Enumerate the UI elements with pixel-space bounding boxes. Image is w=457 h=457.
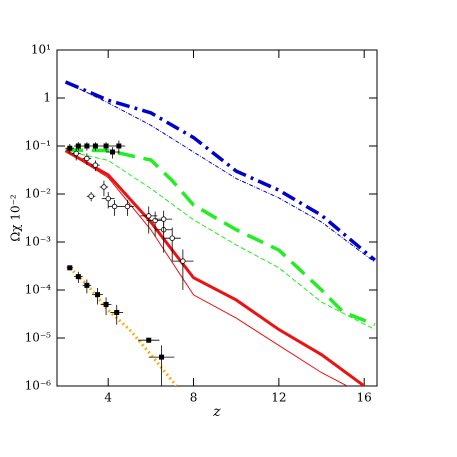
- x-tick-label: 4: [104, 391, 112, 405]
- point: [169, 235, 175, 241]
- y-tick-label: 10¹: [31, 43, 51, 57]
- point: [101, 184, 107, 190]
- point: [84, 155, 90, 162]
- y-tick-label: 10⁻⁶: [25, 379, 52, 393]
- point: [124, 203, 131, 210]
- point: [114, 309, 120, 315]
- line: [68, 266, 178, 386]
- point: [92, 162, 99, 168]
- x-axis-label: z: [212, 404, 221, 420]
- point: [103, 143, 109, 149]
- point: [73, 150, 79, 157]
- point: [146, 337, 152, 343]
- y-tick-label: 10⁻²: [25, 187, 52, 201]
- point: [109, 149, 115, 155]
- point: [67, 145, 73, 151]
- point: [75, 143, 81, 149]
- point: [67, 265, 73, 271]
- point: [92, 143, 98, 149]
- plot-frame: [56, 49, 378, 387]
- x-tick-label: 8: [190, 391, 198, 405]
- point: [180, 258, 186, 264]
- point: [84, 143, 90, 149]
- line: [65, 150, 376, 330]
- line: [65, 150, 348, 386]
- point: [159, 354, 165, 360]
- x-tick-label: 16: [357, 391, 372, 405]
- line: [64, 149, 366, 386]
- point: [88, 193, 94, 199]
- point: [84, 282, 90, 288]
- y-axis-label: Ωχ 10⁻²: [9, 194, 23, 242]
- point: [103, 301, 109, 307]
- y-tick-label: 10⁻³: [25, 235, 52, 249]
- line: [65, 148, 376, 327]
- y-tick-label: 1: [43, 91, 51, 105]
- point: [160, 216, 167, 222]
- y-tick-label: 10⁻⁴: [25, 283, 52, 297]
- point: [146, 213, 152, 219]
- point: [116, 143, 122, 149]
- point: [111, 203, 118, 210]
- point: [105, 195, 111, 202]
- line: [64, 80, 376, 262]
- y-tick-label: 10⁻¹: [25, 139, 51, 153]
- y-tick-label: 10⁻⁵: [25, 331, 52, 345]
- x-tick-label: 12: [271, 391, 286, 405]
- line: [65, 81, 376, 263]
- point: [95, 292, 101, 298]
- point: [75, 274, 81, 280]
